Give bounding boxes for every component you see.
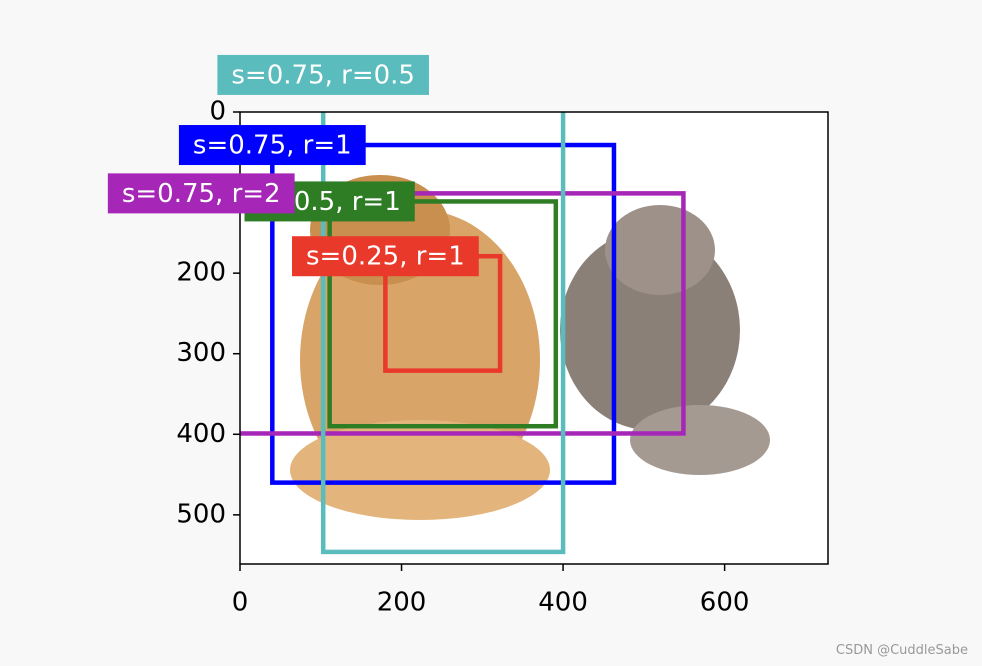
label-text: s=0.75, r=2 [122, 179, 281, 209]
label-background [107, 173, 295, 214]
label-text: s=0.25, r=1 [306, 242, 465, 272]
box-label: s=0.75, r=2 [107, 173, 295, 214]
y-tick-label: 200 [176, 258, 226, 288]
anchor-box [240, 191, 686, 436]
label-text: s=0.75, r=1 [193, 131, 352, 161]
x-tick-label: 400 [538, 588, 588, 618]
x-tick-label: 600 [700, 588, 750, 618]
box-label: s=0.75, r=0.5 [217, 54, 429, 95]
box-label: s=0.75, r=1 [178, 125, 366, 166]
watermark: CSDN @CuddleSabe [836, 643, 968, 658]
label-background [291, 236, 479, 277]
x-tick-label: 200 [377, 588, 427, 618]
y-tick-label: 0 [209, 97, 226, 127]
dog-paws [290, 420, 550, 520]
box-label: s=0.25, r=1 [291, 236, 479, 277]
anchor-box [270, 142, 617, 485]
label-text: s=0.75, r=0.5 [231, 60, 415, 90]
label-background [178, 125, 366, 166]
anchor-box [327, 199, 559, 429]
axes-frame [239, 111, 829, 565]
y-tick-label: 400 [176, 419, 226, 449]
y-tick-label: 300 [176, 338, 226, 368]
anchor-box [320, 112, 566, 555]
x-tick-label: 0 [232, 588, 249, 618]
y-tick-label: 500 [176, 499, 226, 529]
box-labels: s=0.75, r=1s=0.5, r=1s=0.25, r=1s=0.75, … [107, 54, 479, 277]
cat-head [605, 205, 715, 295]
cat-paws [630, 405, 770, 475]
label-background [217, 54, 429, 95]
